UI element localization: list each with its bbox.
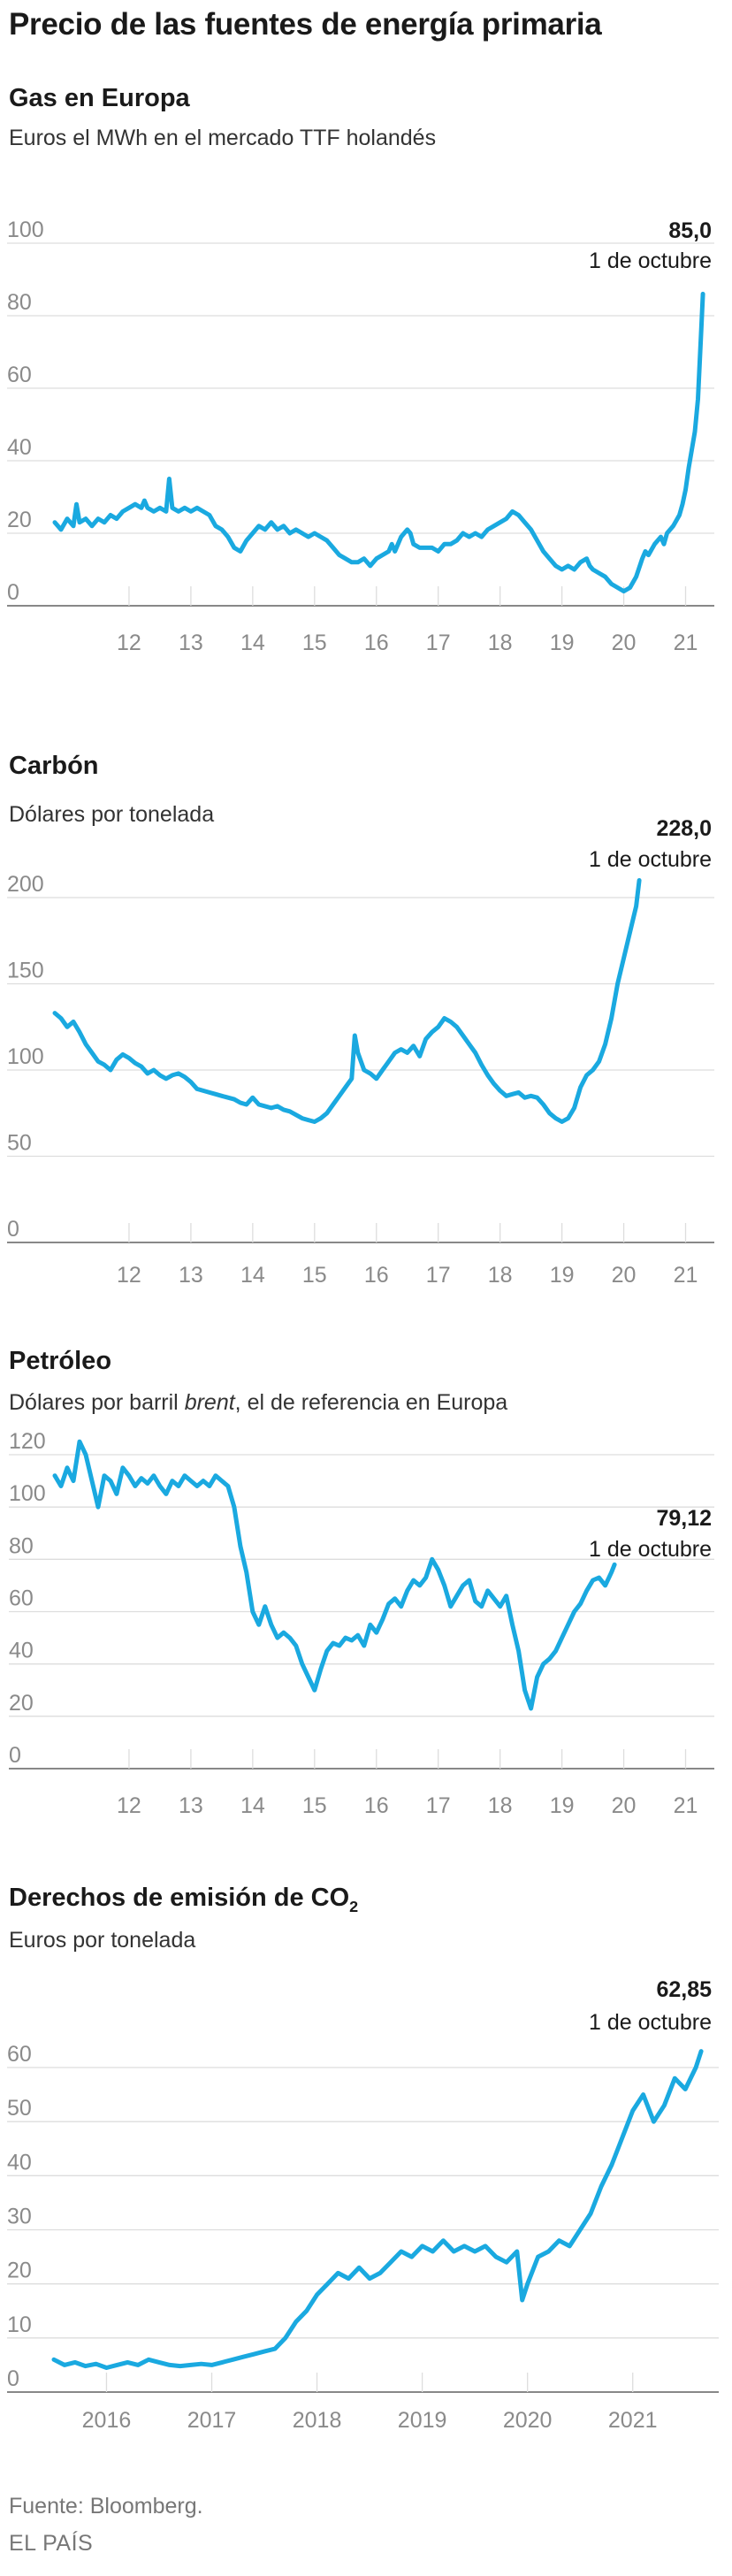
y-tick-label: 150 — [7, 959, 44, 983]
annotation-date: 1 de octubre — [589, 2010, 712, 2035]
x-tick-label: 2020 — [503, 2408, 553, 2432]
y-tick-label: 200 — [7, 872, 44, 897]
y-tick-label: 40 — [7, 2150, 32, 2175]
chart-subtitle-oil-emphasis: brent — [184, 1390, 235, 1415]
x-tick-label: 2016 — [82, 2408, 132, 2432]
series-line — [52, 291, 705, 594]
x-tick-label: 19 — [550, 1263, 575, 1287]
chart-gas: 0 20 40 60 80 100 12 13 14 15 16 17 18 19 20 21 85,0 1 de… — [7, 218, 714, 655]
x-tick-label: 12 — [117, 1793, 141, 1818]
x-tick-label: 2018 — [293, 2408, 342, 2432]
chart-title-co2-subscript: 2 — [349, 1897, 359, 1915]
annotation-date: 1 de octubre — [589, 847, 712, 872]
x-tick-label: 21 — [674, 1793, 698, 1818]
x-tick-label: 17 — [426, 1263, 451, 1287]
x-tick-label: 13 — [179, 1793, 203, 1818]
series-line — [52, 878, 642, 1124]
chart-subtitle-gas: Euros el MWh en el mercado TTF holandés — [9, 126, 437, 150]
chart-title-co2-text: Derechos de emisión de CO — [9, 1884, 350, 1912]
x-tick-label: 12 — [117, 1263, 141, 1287]
chart-subtitle-co2: Euros por tonelada — [9, 1928, 196, 1953]
annotation-date: 1 de octubre — [589, 248, 712, 273]
x-tick-label: 20 — [612, 1263, 637, 1287]
y-tick-label: 20 — [7, 2259, 32, 2283]
y-tick-label: 50 — [7, 1131, 32, 1156]
chart-subtitle-oil: Dólares por barril brent, el de referenc… — [9, 1390, 507, 1416]
y-tick-label: 0 — [9, 1743, 21, 1768]
y-tick-label: 40 — [9, 1639, 34, 1663]
y-tick-label: 60 — [9, 1586, 34, 1611]
chart-subtitle-oil-text: Dólares por barril brent, el de referenc… — [9, 1390, 508, 1415]
annotation-value: 62,85 — [656, 1977, 712, 2002]
chart-coal: 0 50 100 150 200 12 13 14 15 16 17 18 19 20 21 228,0 1 d… — [7, 816, 714, 1287]
x-tick-label: 21 — [674, 1263, 698, 1287]
y-tick-label: 100 — [7, 1044, 44, 1069]
x-tick-label: 17 — [426, 631, 451, 655]
x-tick-label: 13 — [179, 1263, 203, 1287]
x-tick-label: 13 — [179, 631, 203, 655]
chart-title-co2: Derechos de emisión de CO2 — [9, 1884, 358, 1916]
chart-title-coal: Carbón — [9, 752, 99, 780]
x-tick-label: 16 — [364, 631, 389, 655]
x-tick-label: 14 — [240, 1793, 265, 1818]
page-title: Precio de las fuentes de energía primari… — [9, 7, 602, 42]
annotation-value: 228,0 — [656, 816, 712, 841]
x-tick-label: 19 — [550, 1793, 575, 1818]
x-tick-label: 14 — [240, 631, 265, 655]
x-tick-label: 19 — [550, 631, 575, 655]
x-tick-label: 16 — [364, 1263, 389, 1287]
y-tick-label: 100 — [9, 1481, 46, 1506]
x-tick-label: 2021 — [608, 2408, 658, 2432]
y-tick-label: 60 — [7, 363, 32, 387]
x-tick-label: 20 — [612, 631, 637, 655]
x-tick-label: 21 — [674, 631, 698, 655]
y-tick-label: 40 — [7, 435, 32, 460]
x-tick-label: 15 — [302, 631, 327, 655]
y-tick-label: 0 — [7, 580, 19, 605]
annotation-value: 79,12 — [656, 1506, 712, 1531]
chart-title-oil: Petróleo — [9, 1347, 112, 1375]
y-tick-label: 30 — [7, 2205, 32, 2229]
y-tick-label: 50 — [7, 2096, 32, 2121]
chart-title-gas: Gas en Europa — [9, 84, 190, 112]
chart-subtitle-coal: Dólares por tonelada — [9, 802, 215, 827]
y-tick-label: 120 — [9, 1429, 46, 1454]
annotation-value: 85,0 — [668, 218, 712, 243]
x-tick-label: 12 — [117, 631, 141, 655]
x-tick-label: 18 — [488, 631, 513, 655]
x-tick-label: 14 — [240, 1263, 265, 1287]
x-tick-label: 18 — [488, 1793, 513, 1818]
y-tick-label: 20 — [7, 508, 32, 532]
y-tick-label: 0 — [7, 2366, 19, 2391]
x-tick-label: 16 — [364, 1793, 389, 1818]
series-line — [52, 1439, 617, 1711]
y-tick-label: 20 — [9, 1691, 34, 1716]
y-tick-label: 100 — [7, 218, 44, 242]
y-tick-label: 0 — [7, 1217, 19, 1242]
y-tick-label: 80 — [9, 1533, 34, 1558]
x-tick-label: 2017 — [187, 2408, 237, 2432]
brand-label: EL PAÍS — [9, 2531, 94, 2556]
chart-oil: 0 20 40 60 80 100 120 12 13 14 15 16 17 18 19 20 21 79,12… — [9, 1429, 714, 1818]
x-tick-label: 18 — [488, 1263, 513, 1287]
x-tick-label: 15 — [302, 1263, 327, 1287]
x-tick-label: 2019 — [398, 2408, 447, 2432]
y-tick-label: 10 — [7, 2312, 32, 2337]
x-tick-label: 15 — [302, 1793, 327, 1818]
annotation-date: 1 de octubre — [589, 1537, 712, 1562]
chart-co2: 0 10 20 30 40 50 60 2016 2017 2018 2019 2020 2021 62,… — [7, 1977, 719, 2432]
source-note: Fuente: Bloomberg. — [9, 2494, 203, 2519]
series-line — [51, 2049, 704, 2370]
x-tick-label: 17 — [426, 1793, 451, 1818]
x-tick-label: 20 — [612, 1793, 637, 1818]
y-tick-label: 80 — [7, 290, 32, 315]
y-tick-label: 60 — [7, 2042, 32, 2067]
